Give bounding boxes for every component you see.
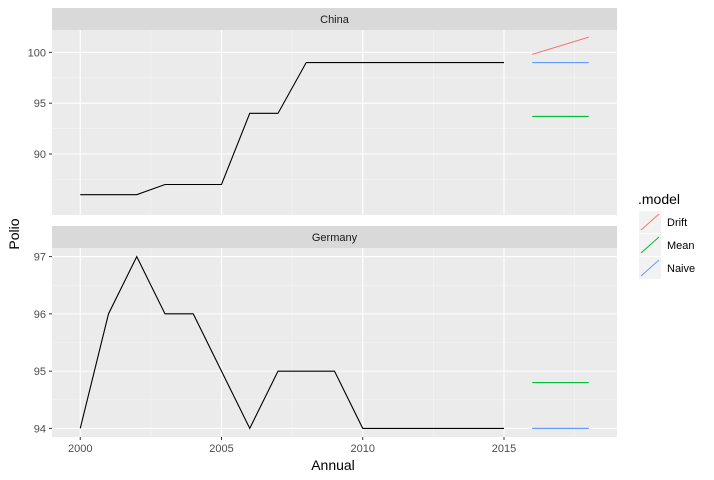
legend-key-naive [640,259,660,277]
history-line-germany [79,255,504,430]
strip-germany [52,226,617,248]
x-tick-label: 2015 [492,443,516,455]
panels-layer: China 90 95 100 Germany 94 95 96 97 [28,8,617,437]
legend-key-drift [640,213,660,231]
y-tick-label: 100 [28,47,46,59]
panel-background-china [52,30,617,215]
legend-label-drift: Drift [667,217,687,229]
legend-item-naive: Naive [639,257,695,279]
legend-item-drift: Drift [639,211,687,233]
history-line-china [80,61,504,196]
legend-label-naive: Naive [667,263,695,275]
y-tick-label: 96 [34,309,46,321]
y-tick-label: 90 [34,149,46,161]
forecast-line-drift-china [532,36,589,55]
legend-key-mean [640,236,660,254]
x-axis-title: Annual [311,457,355,473]
strip-label-germany: Germany [312,232,358,244]
legend-item-mean: Mean [639,234,695,256]
y-axis-title: Polio [6,218,22,249]
y-tick-label: 95 [34,98,46,110]
panel-china: China 90 95 100 [28,8,617,215]
legend-title: .model [638,191,680,207]
legend-label-mean: Mean [667,240,695,252]
panel-germany: Germany 94 95 96 97 [34,226,617,437]
y-tick-label: 97 [34,252,46,264]
strip-label-china: China [320,14,350,26]
y-tick-label: 94 [34,423,46,435]
y-tick-label: 95 [34,366,46,378]
legend: .model Drift Mean Naive [638,191,695,279]
x-tick-label: 2005 [209,443,233,455]
x-axis: 2000 2005 2010 2015 [68,437,516,455]
strip-china [52,8,617,30]
x-tick-label: 2010 [351,443,375,455]
x-tick-label: 2000 [68,443,92,455]
